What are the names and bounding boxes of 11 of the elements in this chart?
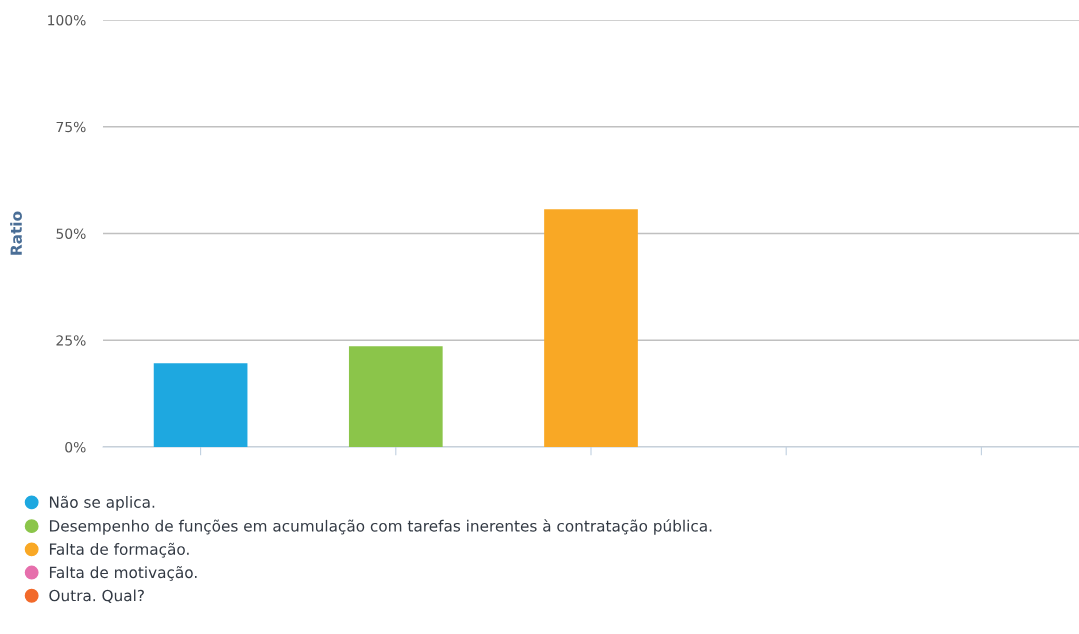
y-axis-title: Ratio bbox=[10, 211, 22, 255]
y-tick-label: 100% bbox=[48, 14, 86, 26]
y-tick-label: 75% bbox=[56, 121, 86, 133]
legend-label: Falta de motivação. bbox=[49, 566, 197, 581]
y-tick-label: 0% bbox=[65, 441, 86, 453]
y-tick-label: 50% bbox=[56, 228, 86, 239]
legend-label: Falta de formação. bbox=[49, 542, 189, 558]
legend-label: Não se aplica. bbox=[49, 495, 155, 511]
legend-label: Desempenho de funções em acumulação com tarefas inerentes à contratação pública. bbox=[49, 519, 712, 535]
legend-label: Outra. Qual? bbox=[49, 589, 144, 604]
y-tick-label: 25% bbox=[56, 335, 86, 346]
